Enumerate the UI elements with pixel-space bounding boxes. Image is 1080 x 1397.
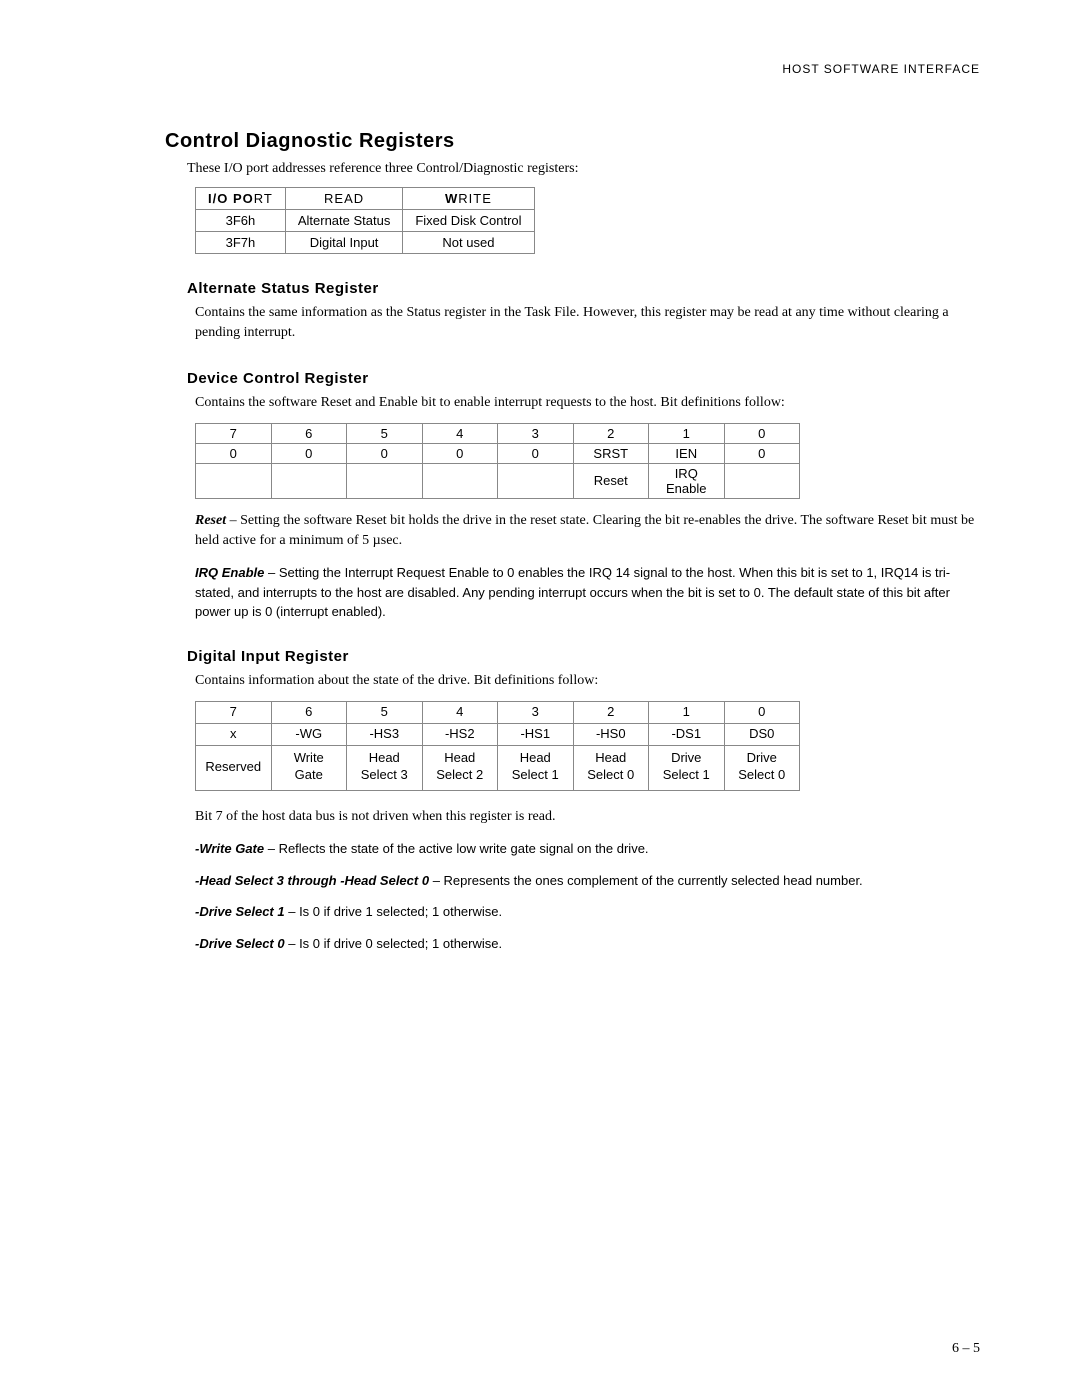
bit-label <box>498 463 574 498</box>
bit: 7 <box>196 423 272 443</box>
bits-value-row: x -WG -HS3 -HS2 -HS1 -HS0 -DS1 DS0 <box>196 724 800 746</box>
bit: 2 <box>573 702 649 724</box>
bit-label <box>196 463 272 498</box>
col-ioport: I/O PORT <box>196 188 286 210</box>
bit: 6 <box>271 423 347 443</box>
bit-val: -HS2 <box>422 724 498 746</box>
bit-label <box>347 463 423 498</box>
cell: Fixed Disk Control <box>403 210 534 232</box>
bit: 0 <box>724 702 800 724</box>
bit-val: IEN <box>649 443 725 463</box>
bit-label <box>422 463 498 498</box>
drive-select1-def: -Drive Select 1 – Is 0 if drive 1 select… <box>195 902 980 922</box>
bit-val: -HS0 <box>573 724 649 746</box>
bit-val: SRST <box>573 443 649 463</box>
ioport-table: I/O PORT READ WRITE 3F6h Alternate Statu… <box>195 187 535 254</box>
bit-val: 0 <box>271 443 347 463</box>
bit-label <box>271 463 347 498</box>
bit: 3 <box>498 423 574 443</box>
section-title: Control Diagnostic Registers <box>165 130 980 153</box>
irq-definition: IRQ Enable – Setting the Interrupt Reque… <box>195 563 980 622</box>
cell: Not used <box>403 232 534 254</box>
digin-title: Digital Input Register <box>187 648 980 665</box>
cell: Digital Input <box>285 232 403 254</box>
def-text: – Reflects the state of the active low w… <box>264 841 648 856</box>
page-number: 6 – 5 <box>952 1341 980 1357</box>
table-row: 3F6h Alternate Status Fixed Disk Control <box>196 210 535 232</box>
alt-status-text: Contains the same information as the Sta… <box>195 303 980 344</box>
col-write: WRITE <box>403 188 534 210</box>
intro-text: These I/O port addresses reference three… <box>187 161 980 177</box>
bit-val: DS0 <box>724 724 800 746</box>
reset-term: Reset <box>195 513 226 528</box>
bits-header-row: 7 6 5 4 3 2 1 0 <box>196 423 800 443</box>
bit: 4 <box>422 423 498 443</box>
def-text: – Is 0 if drive 1 selected; 1 otherwise. <box>285 904 503 919</box>
dev-ctrl-title: Device Control Register <box>187 370 980 387</box>
bit: 0 <box>724 423 800 443</box>
page-header: HOST SOFTWARE INTERFACE <box>782 62 980 76</box>
reset-definition: Reset – Setting the software Reset bit h… <box>195 511 980 552</box>
bit: 1 <box>649 423 725 443</box>
drive-select0-def: -Drive Select 0 – Is 0 if drive 0 select… <box>195 934 980 954</box>
def-term: -Drive Select 1 <box>195 904 285 919</box>
bit-label: Reset <box>573 463 649 498</box>
bit-label: HeadSelect 1 <box>498 746 574 791</box>
bit-val: -WG <box>271 724 347 746</box>
bit-val: 0 <box>422 443 498 463</box>
bit: 1 <box>649 702 725 724</box>
bit-val: 0 <box>196 443 272 463</box>
bit-label: HeadSelect 0 <box>573 746 649 791</box>
table-header-row: I/O PORT READ WRITE <box>196 188 535 210</box>
bit: 4 <box>422 702 498 724</box>
table-row: 3F7h Digital Input Not used <box>196 232 535 254</box>
bit-val: -DS1 <box>649 724 725 746</box>
dev-ctrl-text: Contains the software Reset and Enable b… <box>195 393 980 413</box>
def-term: -Drive Select 0 <box>195 936 285 951</box>
bit-val: 0 <box>498 443 574 463</box>
digin-table: 7 6 5 4 3 2 1 0 x -WG -HS3 -HS2 -HS1 -HS… <box>195 701 800 791</box>
def-text: – Represents the ones complement of the … <box>429 873 863 888</box>
bit: 3 <box>498 702 574 724</box>
bit-val: -HS1 <box>498 724 574 746</box>
bit-val: -HS3 <box>347 724 423 746</box>
devctl-table: 7 6 5 4 3 2 1 0 0 0 0 0 0 SRST IEN 0 Res… <box>195 423 800 499</box>
bits-label-row: Reserved WriteGate HeadSelect 3 HeadSele… <box>196 746 800 791</box>
bit: 5 <box>347 423 423 443</box>
cell: Alternate Status <box>285 210 403 232</box>
def-text: – Is 0 if drive 0 selected; 1 otherwise. <box>285 936 503 951</box>
digin-text: Contains information about the state of … <box>195 671 980 691</box>
bit-label: DriveSelect 1 <box>649 746 725 791</box>
bit: 2 <box>573 423 649 443</box>
def-term: -Write Gate <box>195 841 264 856</box>
write-gate-def: -Write Gate – Reflects the state of the … <box>195 839 980 859</box>
alt-status-title: Alternate Status Register <box>187 280 980 297</box>
bit-label: DriveSelect 0 <box>724 746 800 791</box>
bit: 7 <box>196 702 272 724</box>
bit-label: HeadSelect 3 <box>347 746 423 791</box>
bit: 6 <box>271 702 347 724</box>
col-read: READ <box>285 188 403 210</box>
bit-label: Reserved <box>196 746 272 791</box>
cell: 3F7h <box>196 232 286 254</box>
bit-val: 0 <box>724 443 800 463</box>
digin-note: Bit 7 of the host data bus is not driven… <box>195 807 980 827</box>
bit-val: x <box>196 724 272 746</box>
bit: 5 <box>347 702 423 724</box>
irq-text: – Setting the Interrupt Request Enable t… <box>195 565 950 619</box>
bit-label <box>724 463 800 498</box>
irq-term: IRQ Enable <box>195 565 264 580</box>
bit-label: WriteGate <box>271 746 347 791</box>
bit-label: IRQ Enable <box>649 463 725 498</box>
bits-value-row: 0 0 0 0 0 SRST IEN 0 <box>196 443 800 463</box>
page: HOST SOFTWARE INTERFACE Control Diagnost… <box>0 0 1080 1397</box>
bit-label: HeadSelect 2 <box>422 746 498 791</box>
def-term: -Head Select 3 through -Head Select 0 <box>195 873 429 888</box>
cell: 3F6h <box>196 210 286 232</box>
bits-label-row: Reset IRQ Enable <box>196 463 800 498</box>
bit-val: 0 <box>347 443 423 463</box>
reset-text: – Setting the software Reset bit holds t… <box>195 513 974 548</box>
bits-header-row: 7 6 5 4 3 2 1 0 <box>196 702 800 724</box>
head-select-def: -Head Select 3 through -Head Select 0 – … <box>195 871 980 891</box>
